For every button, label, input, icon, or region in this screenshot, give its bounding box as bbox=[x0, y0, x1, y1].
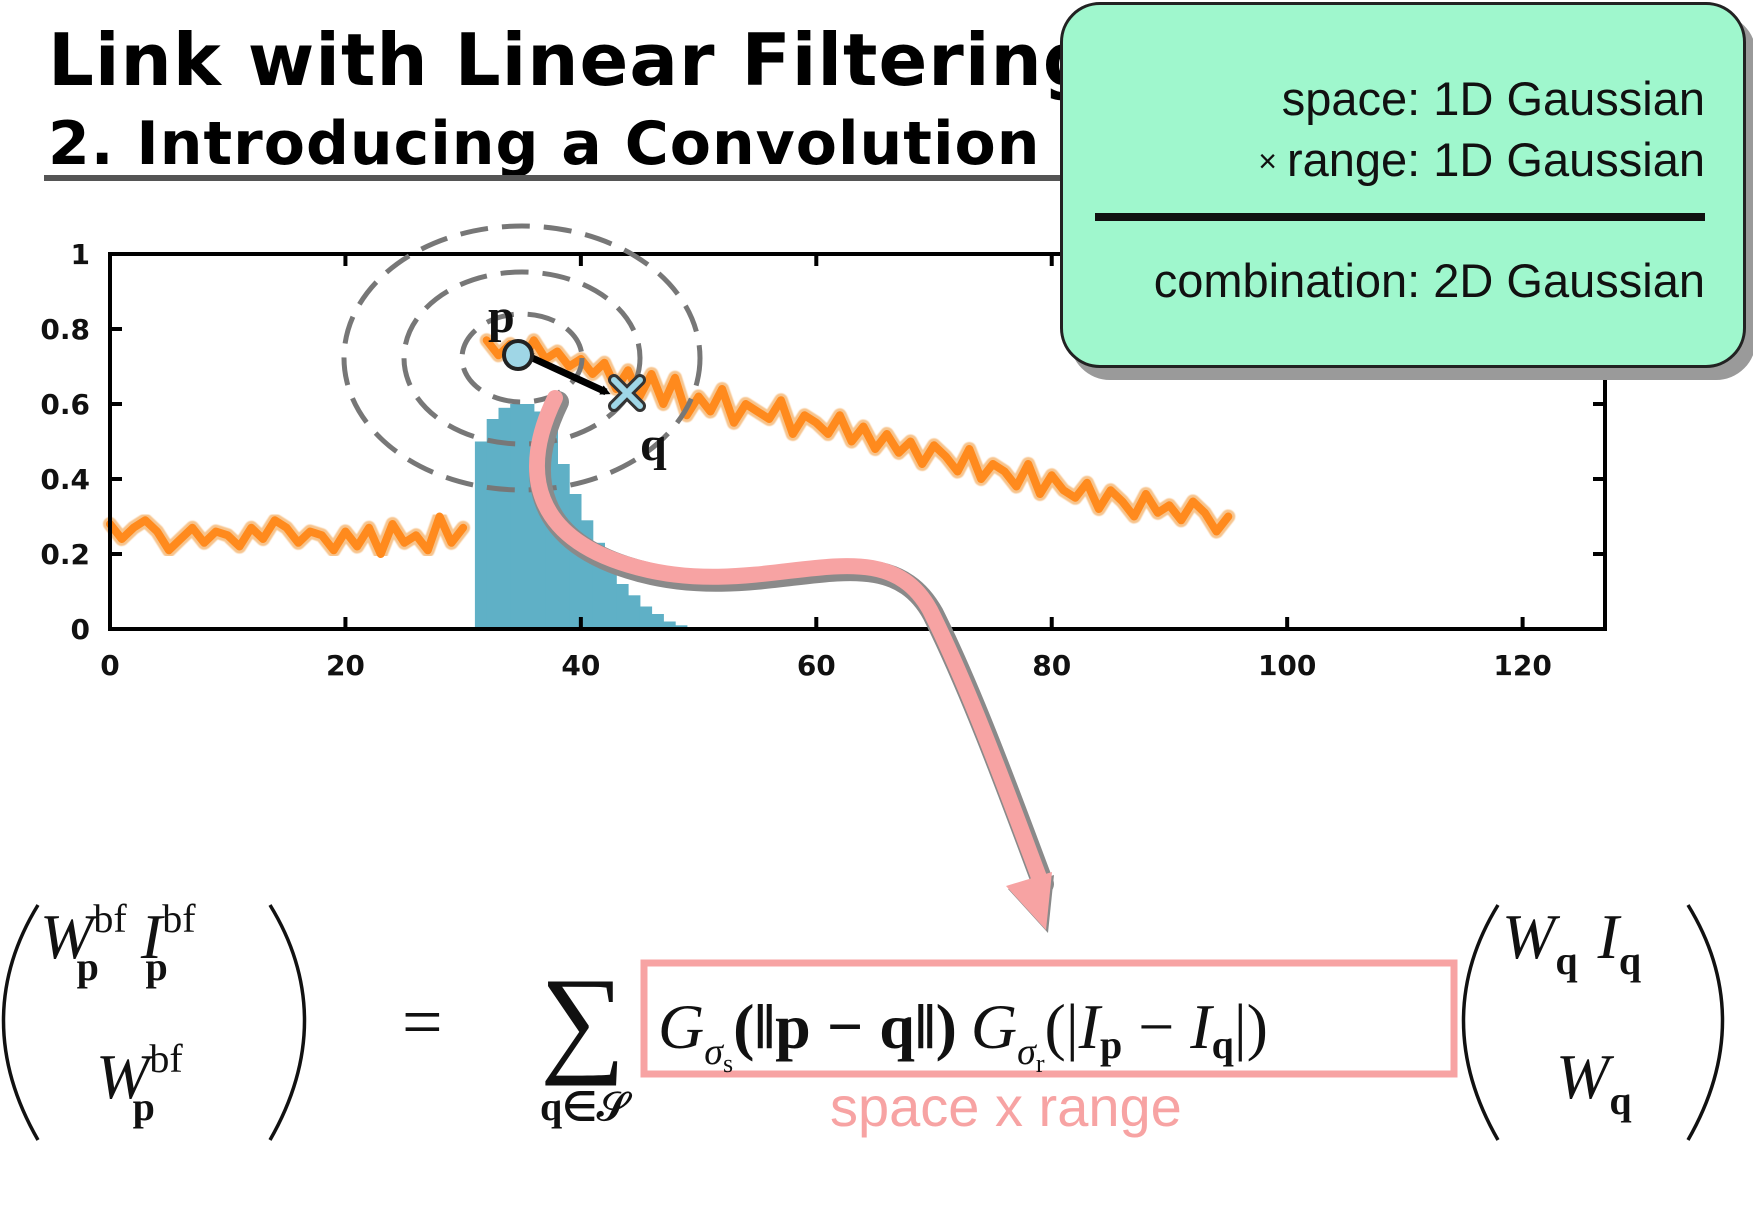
x-tick-label: 120 bbox=[1493, 649, 1551, 682]
callout-range-text: range: 1D Gaussian bbox=[1286, 133, 1705, 186]
histogram-bar bbox=[604, 565, 617, 630]
x-tick-label: 20 bbox=[326, 649, 365, 682]
rhs-bottom-expression: Wq bbox=[1556, 1041, 1632, 1123]
contour-middle bbox=[401, 269, 643, 447]
slide-title: Link with Linear Filtering bbox=[48, 18, 1096, 102]
y-tick-label: 0.6 bbox=[40, 388, 90, 421]
y-tick-label: 0.8 bbox=[40, 313, 90, 346]
y-tick-label: 1 bbox=[71, 238, 90, 271]
y-axis-ticks: 0 0.2 0.4 0.6 0.8 1 bbox=[40, 238, 1605, 646]
histogram-bar bbox=[557, 464, 570, 629]
histogram-bars bbox=[474, 404, 711, 630]
lhs-bottom-expression: Wbf p bbox=[96, 1036, 183, 1129]
pink-link-arrow bbox=[529, 390, 1054, 933]
y-tick-label: 0.2 bbox=[40, 538, 90, 571]
slide-subtitle: 2. Introducing a Convolution bbox=[48, 109, 1041, 179]
plot-frame bbox=[108, 252, 1607, 631]
times-symbol: × bbox=[1258, 143, 1277, 179]
lhs-paren-left bbox=[1, 904, 40, 1141]
bilateral-formula: Wbf p Ibf p Wbf p = ∑ q∈𝒮 Gσs(‖p − q‖) Gσr(|I… bbox=[1, 896, 1725, 1141]
callout-divider bbox=[1095, 213, 1705, 221]
histogram-bar bbox=[498, 407, 511, 630]
rhs-paren-right bbox=[1686, 904, 1725, 1141]
x-tick-label: 80 bbox=[1032, 649, 1071, 682]
x-tick-label: 60 bbox=[797, 649, 836, 682]
contour-outer bbox=[341, 223, 703, 493]
kernel-box bbox=[640, 959, 1458, 1078]
histogram-bar bbox=[486, 419, 500, 629]
signal-line-1 bbox=[106, 512, 468, 558]
histogram-bar bbox=[569, 494, 582, 629]
callout-space-line: space: 1D Gaussian bbox=[1281, 72, 1705, 125]
x-axis-ticks: 0 20 40 60 80 100 120 bbox=[100, 254, 1552, 682]
x-tick-label: 100 bbox=[1258, 649, 1316, 682]
histogram-bar bbox=[651, 614, 664, 629]
q-label: q bbox=[640, 418, 667, 471]
title-underline bbox=[44, 175, 1064, 181]
kernel-caption: space x range bbox=[830, 1075, 1182, 1138]
histogram-bar bbox=[510, 404, 523, 629]
q-cross bbox=[608, 374, 646, 412]
callout-range-line: × range: 1D Gaussian bbox=[1258, 132, 1705, 189]
histogram-bar bbox=[616, 584, 629, 629]
equals-sign: = bbox=[402, 982, 443, 1062]
sum-symbol: ∑ bbox=[540, 953, 626, 1086]
y-tick-label: 0 bbox=[71, 613, 90, 646]
p-q-indicator: p q bbox=[488, 290, 667, 471]
signal-series bbox=[103, 333, 1236, 561]
y-tick-label: 0.4 bbox=[40, 463, 90, 496]
histogram-bar bbox=[639, 606, 653, 629]
histogram-bar bbox=[474, 441, 488, 629]
rhs-paren-left bbox=[1461, 904, 1500, 1141]
kernel-expression: Gσs(‖p − q‖) Gσr(|Ip − Iq|) bbox=[658, 991, 1268, 1078]
lhs-top-expression: Wbf p Ibf p bbox=[40, 896, 196, 989]
sum-subscript: q∈𝒮 bbox=[540, 1084, 632, 1129]
callout-combination-line: combination: 2D Gaussian bbox=[1153, 254, 1705, 307]
lhs-paren-right bbox=[268, 904, 307, 1141]
gaussian-callout: space: 1D Gaussian × range: 1D Gaussian c… bbox=[1060, 2, 1746, 368]
p-point bbox=[502, 339, 534, 371]
histogram-bar bbox=[628, 595, 641, 630]
rhs-top-expression: Wq Iq bbox=[1502, 901, 1641, 983]
distance-arrow bbox=[523, 352, 611, 396]
x-tick-label: 40 bbox=[561, 649, 600, 682]
histogram-bar bbox=[663, 621, 676, 629]
p-label: p bbox=[488, 290, 515, 343]
x-tick-label: 0 bbox=[100, 649, 119, 682]
